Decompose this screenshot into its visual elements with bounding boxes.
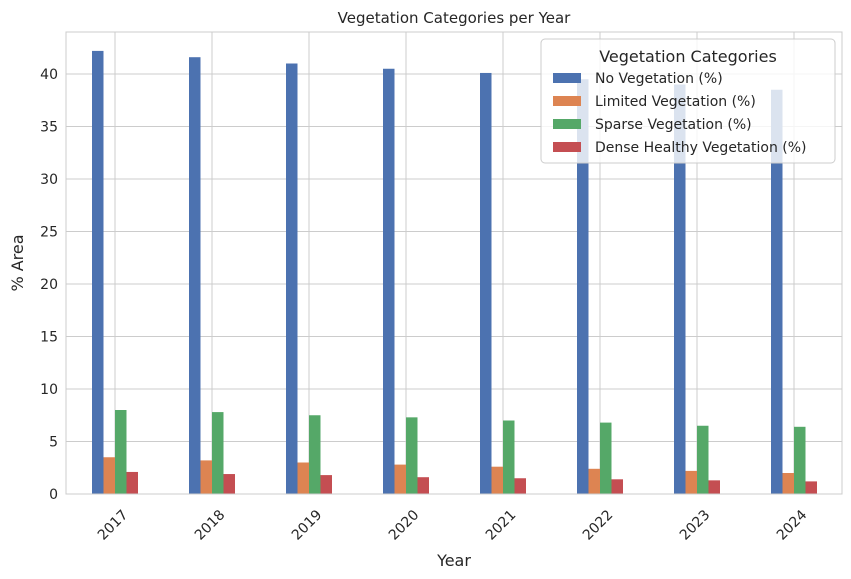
bar-dense-healthy-vegetation-2018 [223, 474, 235, 494]
y-tick-label: 5 [49, 435, 58, 451]
x-tick-label: 2017 [95, 507, 132, 544]
bar-no-vegetation-2024 [771, 89, 783, 494]
bar-limited-vegetation-2017 [103, 457, 115, 494]
legend: Vegetation Categories No Vegetation (%) L… [540, 38, 836, 164]
bar-dense-healthy-vegetation-2023 [708, 480, 720, 494]
y-tick-label: 30 [40, 172, 58, 188]
legend-label: No Vegetation (%) [595, 71, 723, 87]
y-tick-label: 25 [40, 225, 58, 241]
plot-frame [65, 31, 843, 495]
bar-limited-vegetation-2019 [297, 462, 309, 494]
bar-no-vegetation-2022 [577, 79, 589, 494]
bar-no-vegetation-2023 [674, 84, 686, 494]
x-tick-label: 2018 [192, 507, 229, 544]
x-axis-label: Year [436, 551, 471, 570]
bar-limited-vegetation-2024 [782, 473, 794, 494]
bar-dense-healthy-vegetation-2022 [611, 479, 623, 494]
x-tick-label: 2019 [289, 507, 326, 544]
y-tick-label: 20 [40, 277, 58, 293]
bar-limited-vegetation-2022 [588, 468, 600, 494]
y-tick-label: 0 [49, 487, 58, 503]
x-tick-label: 2022 [580, 507, 617, 544]
y-axis-label: % Area [8, 234, 27, 291]
legend-box [540, 38, 836, 164]
bar-dense-healthy-vegetation-2020 [417, 477, 429, 494]
legend-items: No Vegetation (%) Limited Vegetation (%) S… [553, 71, 807, 156]
bar-dense-healthy-vegetation-2024 [805, 481, 817, 494]
legend-swatch [553, 119, 581, 129]
bar-sparse-vegetation-2023 [697, 425, 709, 494]
legend-swatch [553, 142, 581, 152]
legend-swatch [553, 73, 581, 83]
legend-label: Dense Healthy Vegetation (%) [595, 140, 807, 156]
bar-no-vegetation-2019 [286, 63, 298, 494]
legend-label: Sparse Vegetation (%) [595, 117, 752, 133]
bar-no-vegetation-2017 [92, 50, 104, 495]
bars-layer [92, 50, 817, 495]
x-tick-labels: 2017 2018 2019 2020 2021 2022 2023 2024 [95, 507, 811, 544]
bar-sparse-vegetation-2024 [794, 426, 806, 494]
bar-limited-vegetation-2018 [200, 460, 212, 494]
bar-limited-vegetation-2021 [491, 466, 503, 494]
bar-limited-vegetation-2023 [685, 470, 697, 494]
y-tick-label: 10 [40, 382, 58, 398]
x-tick-label: 2023 [677, 507, 714, 544]
bar-sparse-vegetation-2017 [115, 410, 127, 494]
legend-swatch [553, 96, 581, 106]
chart-title: Vegetation Categories per Year [338, 9, 572, 27]
bar-sparse-vegetation-2020 [406, 417, 418, 494]
y-tick-label: 15 [40, 330, 58, 346]
bar-limited-vegetation-2020 [394, 464, 406, 494]
bar-dense-healthy-vegetation-2017 [126, 471, 138, 494]
y-tick-label: 40 [40, 67, 58, 83]
legend-title: Vegetation Categories [599, 47, 777, 66]
legend-label: Limited Vegetation (%) [595, 94, 756, 110]
bar-sparse-vegetation-2018 [212, 412, 224, 494]
x-tick-label: 2020 [386, 507, 423, 544]
bar-no-vegetation-2020 [383, 68, 395, 494]
x-tick-label: 2021 [483, 507, 520, 544]
bar-sparse-vegetation-2019 [309, 415, 321, 494]
bar-no-vegetation-2018 [189, 57, 201, 494]
x-tick-label: 2024 [774, 507, 811, 544]
bar-sparse-vegetation-2021 [503, 420, 515, 494]
bar-no-vegetation-2021 [480, 72, 492, 494]
bar-sparse-vegetation-2022 [600, 422, 612, 494]
bar-dense-healthy-vegetation-2019 [320, 475, 332, 494]
bar-dense-healthy-vegetation-2021 [514, 478, 526, 494]
y-tick-label: 35 [40, 120, 58, 136]
y-tick-labels: 0 5 10 15 20 25 30 35 40 [40, 67, 58, 503]
